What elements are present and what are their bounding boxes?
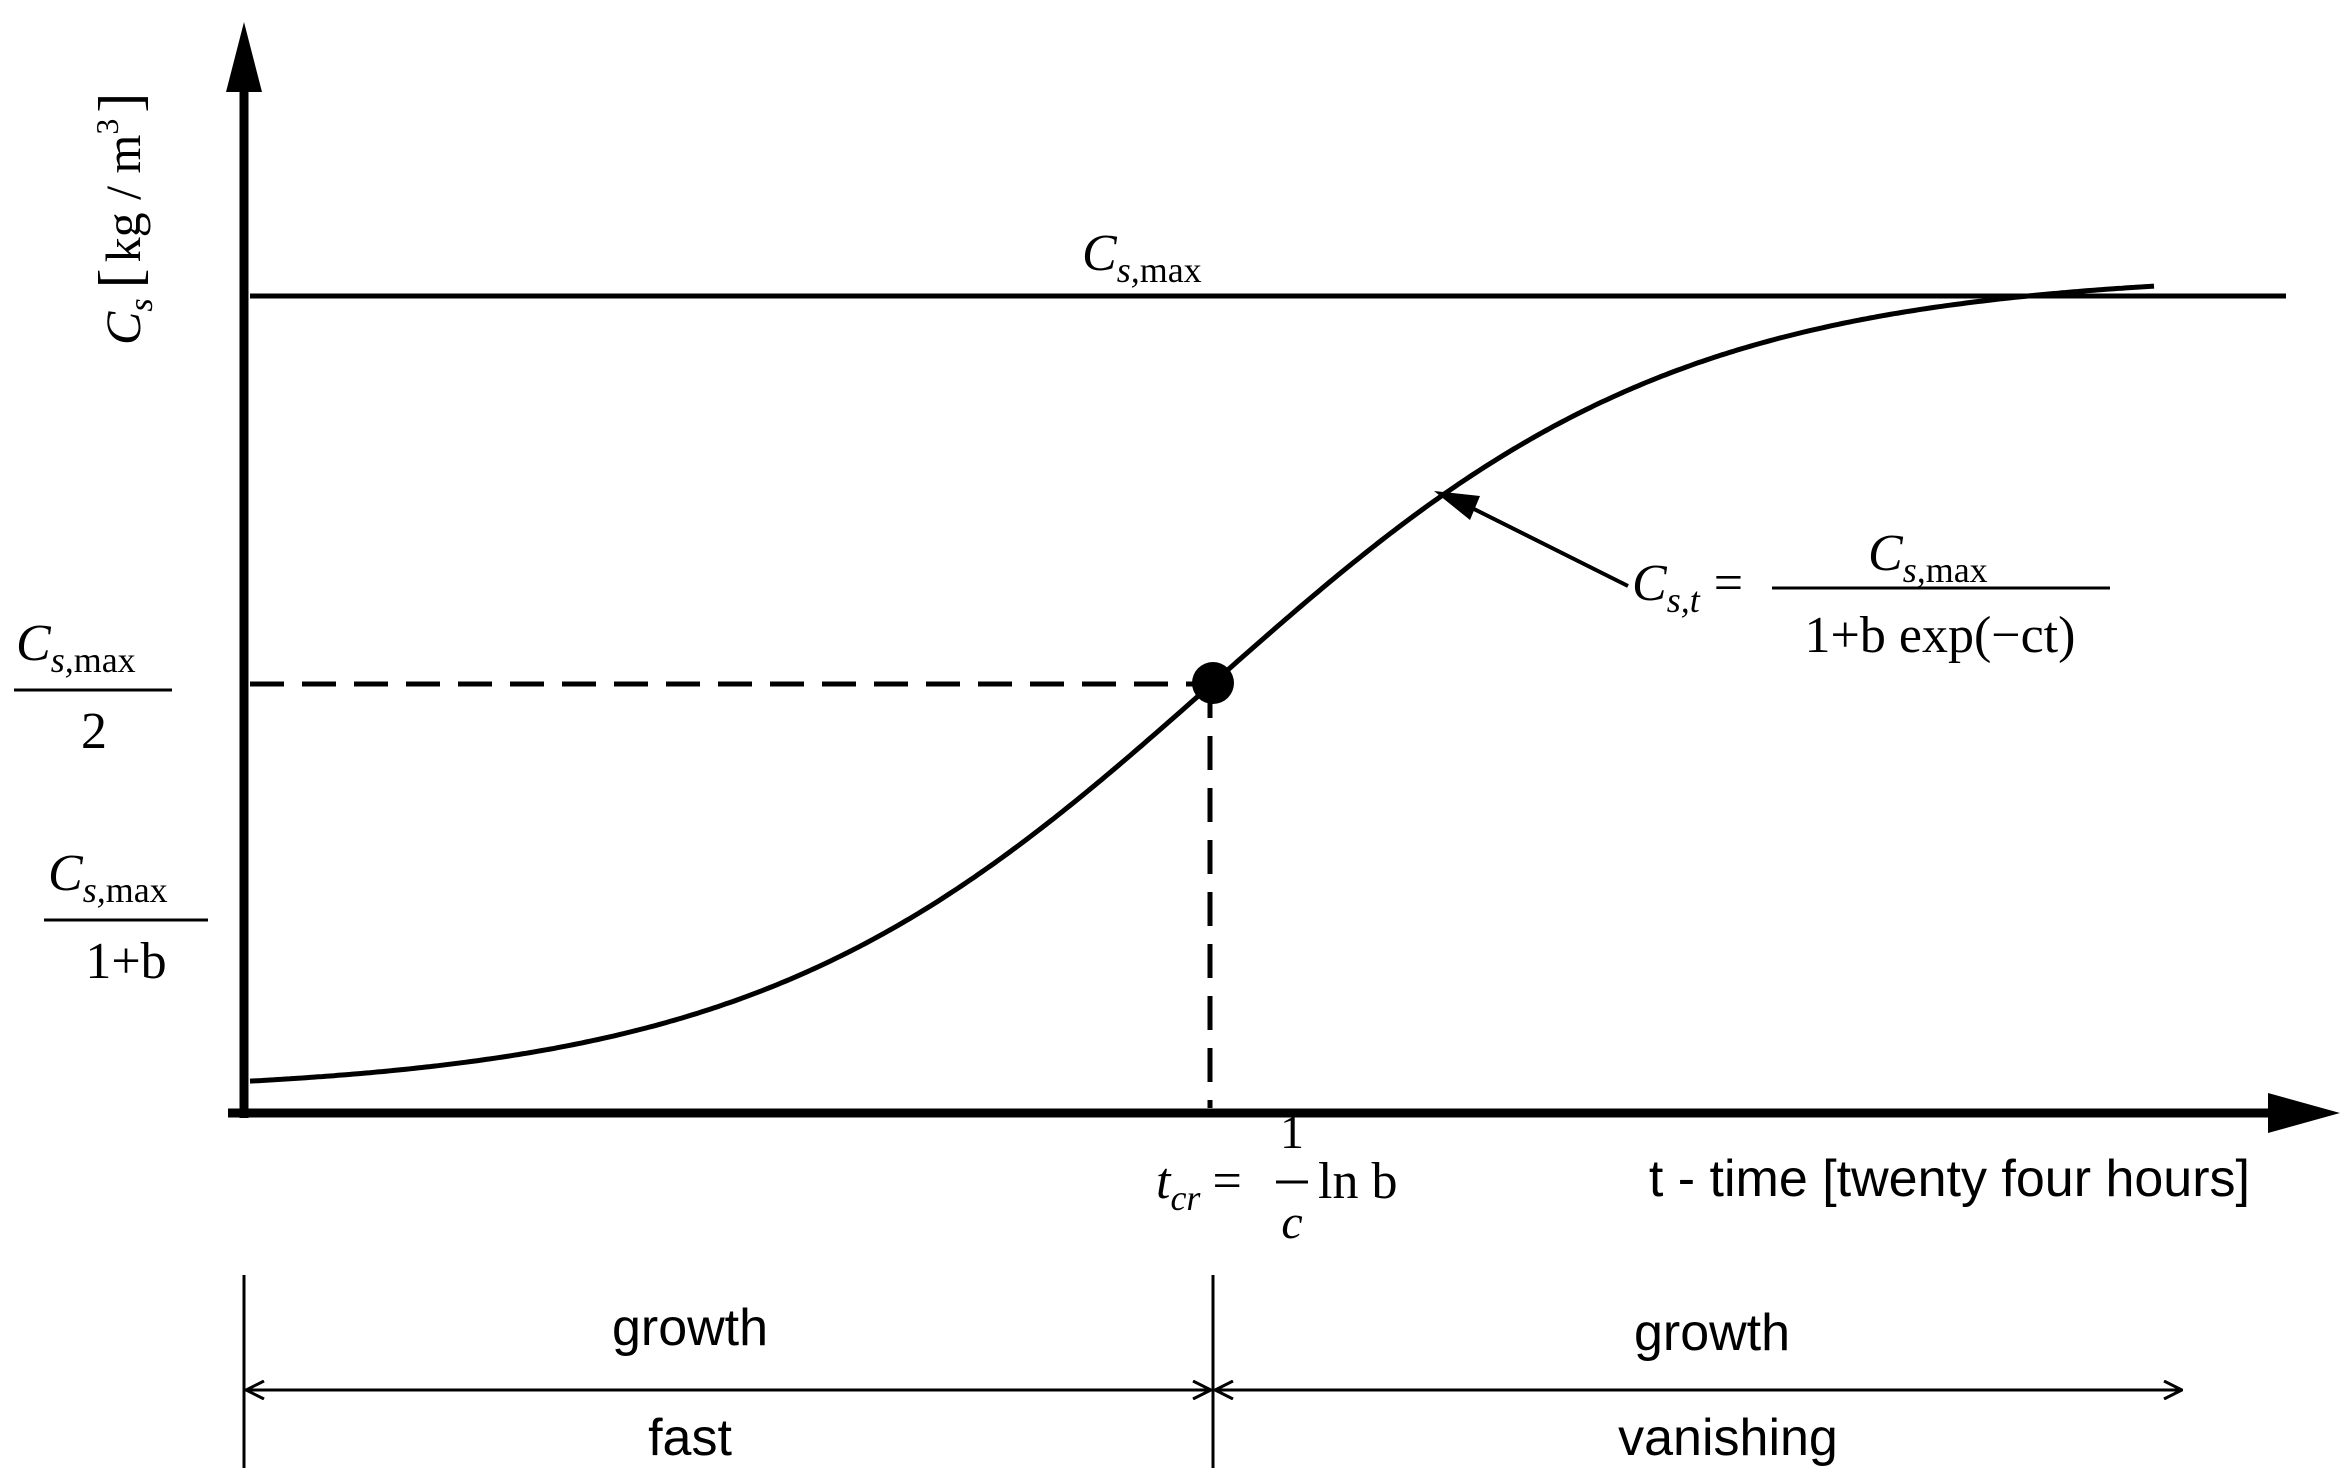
svg-text:1+b exp(−ct): 1+b exp(−ct) bbox=[1805, 607, 2076, 664]
y-axis-label: Cs[kg / m3] bbox=[87, 93, 160, 345]
svg-text:Cs,max: Cs,max bbox=[48, 845, 168, 910]
phase-1-bottom-label: fast bbox=[648, 1409, 732, 1467]
svg-text:2: 2 bbox=[81, 703, 107, 760]
y-tick-initial-value: Cs,max 1+b bbox=[44, 845, 208, 990]
phase-bracket bbox=[242, 1275, 2182, 1468]
phase-1-top-label: growth bbox=[612, 1299, 768, 1357]
svg-text:Cs,t=: Cs,t = bbox=[1632, 555, 1743, 620]
svg-text:Cs,max: Cs,max bbox=[16, 615, 136, 680]
svg-text:ln b: ln b bbox=[1318, 1153, 1397, 1210]
svg-text:1: 1 bbox=[1280, 1106, 1304, 1159]
svg-text:tcr=: tcr = bbox=[1156, 1153, 1242, 1218]
y-axis-arrowhead bbox=[226, 22, 262, 92]
x-axis-arrowhead bbox=[2268, 1093, 2340, 1133]
formula-pointer-arrowhead bbox=[1434, 491, 1480, 520]
curve-formula: Cs,t = Cs,max 1+b exp(−ct) bbox=[1632, 525, 2110, 664]
svg-text:1+b: 1+b bbox=[85, 933, 166, 990]
y-tick-half-capacity: Cs,max 2 bbox=[14, 615, 172, 760]
phase-2-bottom-label: vanishing bbox=[1618, 1409, 1838, 1467]
svg-text:c: c bbox=[1281, 1196, 1302, 1249]
inflection-point bbox=[1192, 662, 1234, 704]
x-axis-label: t - time [twenty four hours] bbox=[1649, 1150, 2250, 1208]
svg-text:Cs[kg / m3]: Cs[kg / m3] bbox=[87, 93, 160, 345]
formula-pointer-line bbox=[1467, 504, 1629, 588]
critical-time-label: tcr = 1 c ln b bbox=[1156, 1106, 1397, 1249]
svg-text:Cs,max: Cs,max bbox=[1868, 525, 1988, 590]
asymptote-label: Cs,max bbox=[1082, 225, 1202, 290]
phase-2-top-label: growth bbox=[1634, 1304, 1790, 1362]
